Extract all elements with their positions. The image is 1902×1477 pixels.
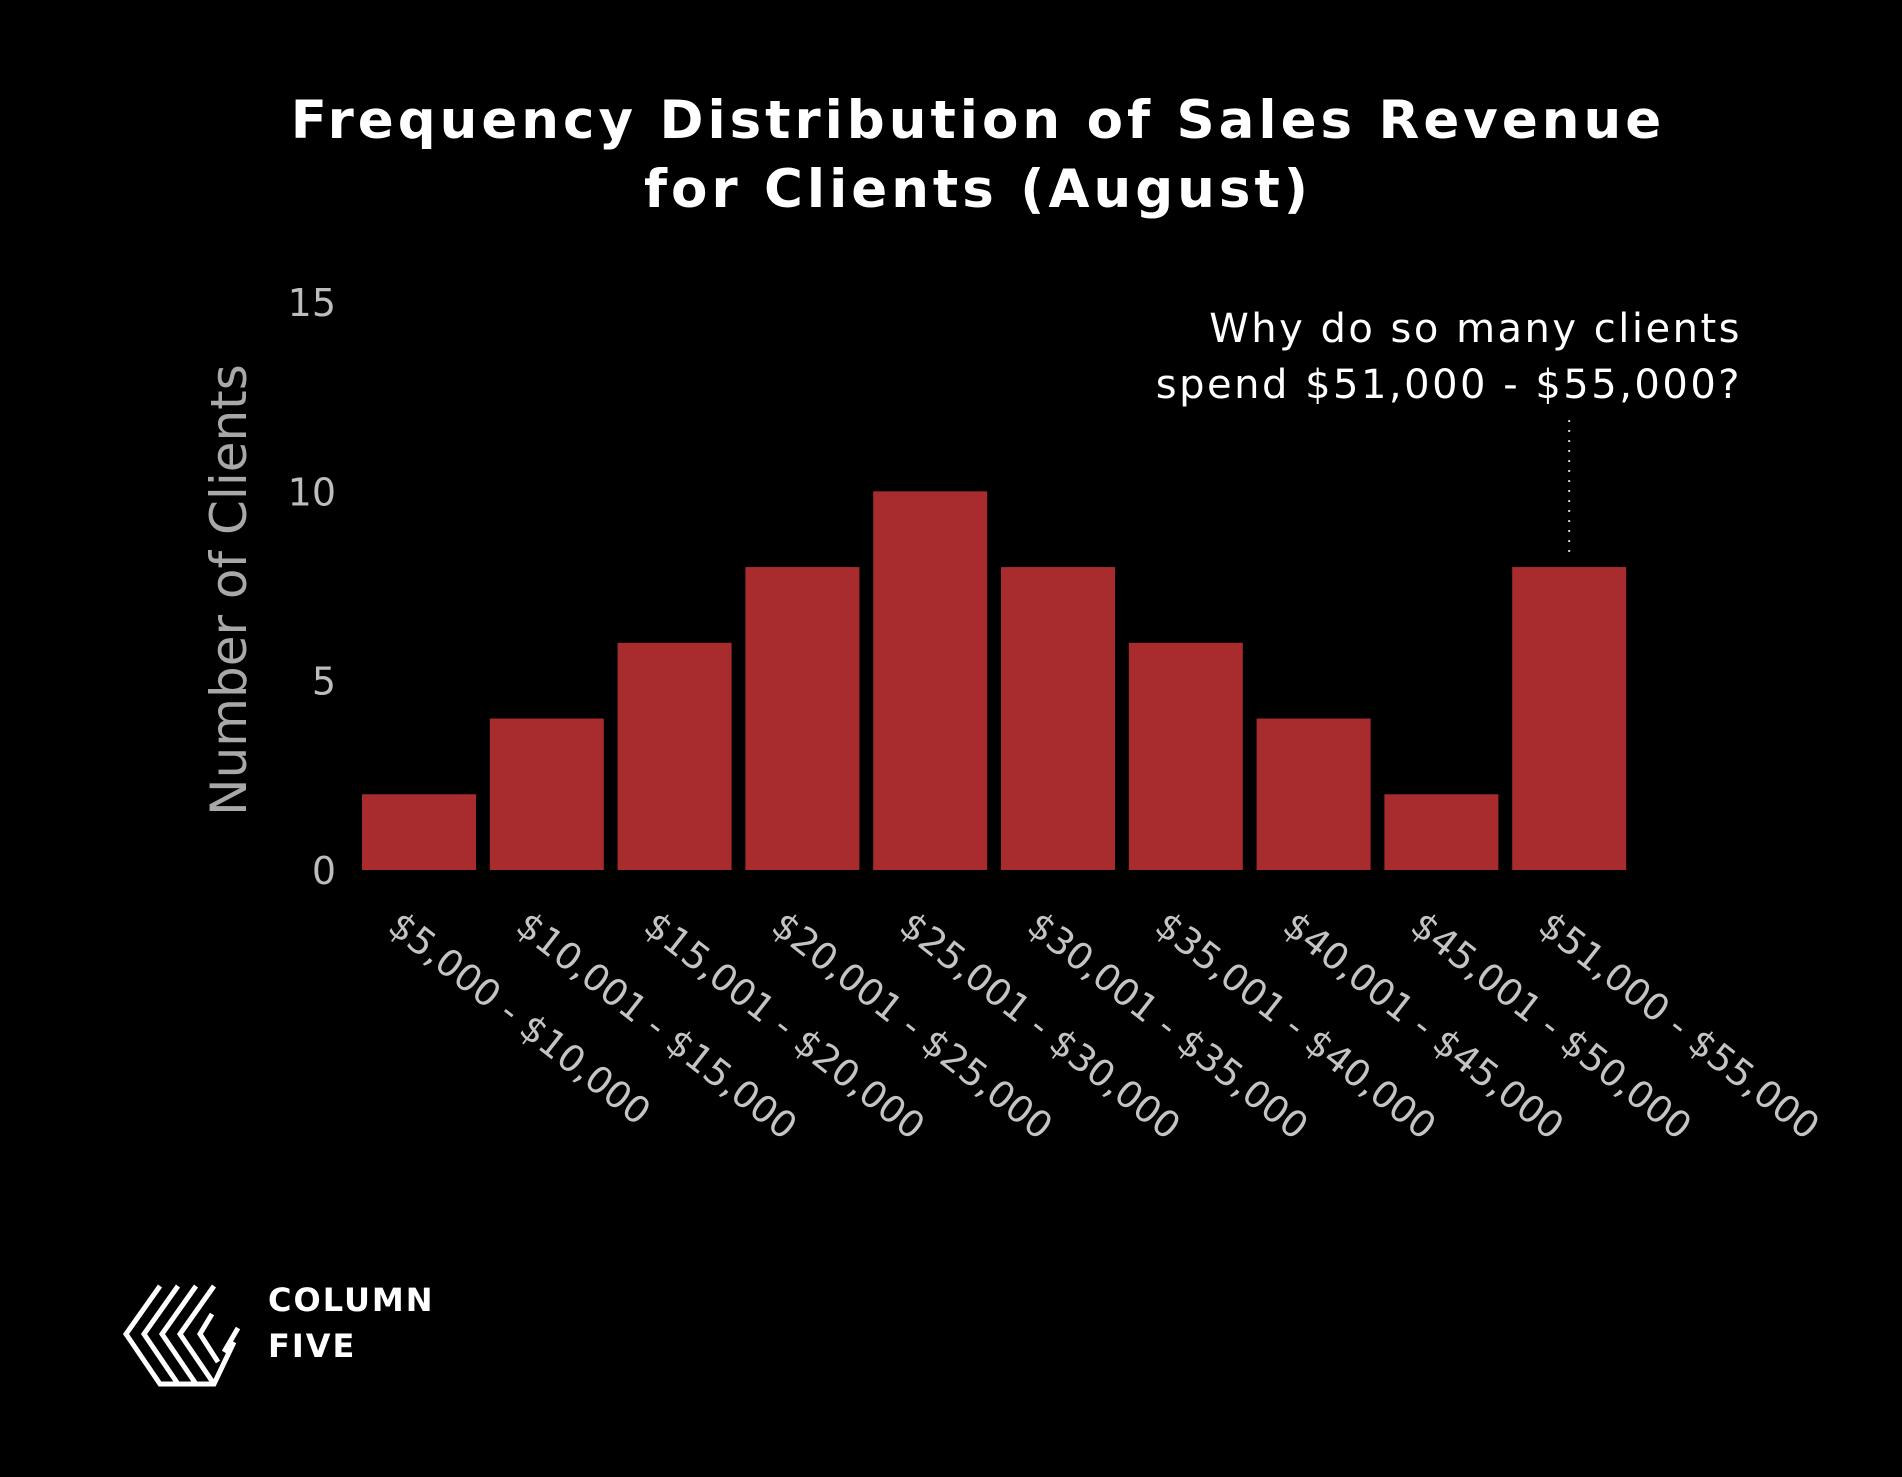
annotation-line-1: Why do so many clients bbox=[1209, 306, 1742, 352]
y-tick-label: 0 bbox=[312, 849, 336, 893]
chart-title-line-2: for Clients (August) bbox=[644, 159, 1312, 220]
column-five-logo: COLUMN FIVE bbox=[122, 1281, 435, 1387]
bars-group bbox=[362, 491, 1627, 870]
y-tick-label: 5 bbox=[312, 660, 336, 704]
y-tick-label: 10 bbox=[288, 470, 336, 514]
column-five-logo-mark bbox=[122, 1284, 241, 1387]
bar bbox=[362, 794, 476, 870]
bar bbox=[1384, 794, 1499, 870]
bar bbox=[1001, 567, 1115, 870]
bar bbox=[1128, 642, 1243, 870]
logo-text-line-2: FIVE bbox=[268, 1327, 356, 1365]
y-tick-label: 15 bbox=[288, 281, 336, 325]
bar bbox=[1256, 718, 1371, 870]
logo-text-line-1: COLUMN bbox=[268, 1281, 435, 1319]
annotation-line-2: spend $51,000 - $55,000? bbox=[1156, 362, 1742, 408]
bar bbox=[873, 491, 988, 870]
bar bbox=[489, 718, 604, 870]
bar bbox=[617, 642, 732, 870]
chart-title-line-1: Frequency Distribution of Sales Revenue bbox=[291, 90, 1665, 151]
bar bbox=[745, 567, 860, 870]
y-axis-ticks: 0 5 10 15 bbox=[288, 281, 336, 893]
bar bbox=[1512, 567, 1627, 870]
x-axis-ticks: $5,000 - $10,000$10,001 - $15,000$15,001… bbox=[380, 903, 1827, 1148]
y-axis-label: Number of Clients bbox=[200, 364, 258, 816]
